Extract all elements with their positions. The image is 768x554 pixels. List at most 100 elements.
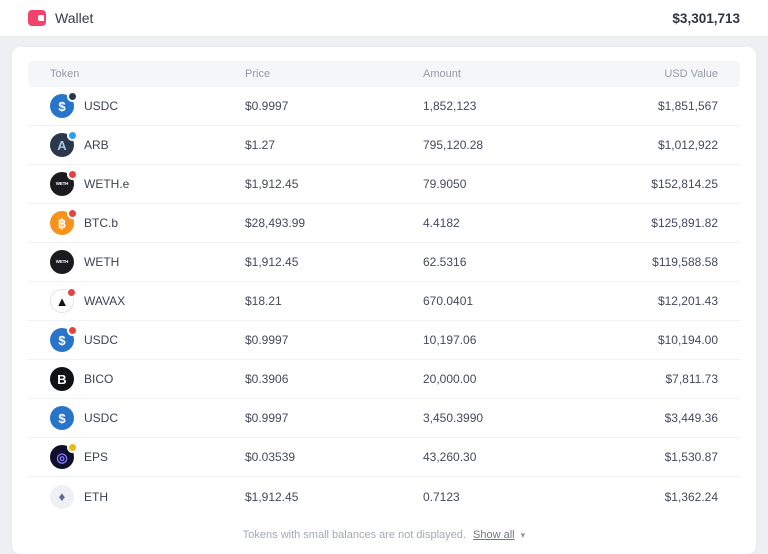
token-row[interactable]: ▲ WAVAX $18.21 670.0401 $12,201.43 [28, 282, 740, 321]
chain-badge-icon [66, 287, 77, 298]
token-icon: $ [50, 406, 74, 430]
token-price: $1.27 [245, 138, 276, 152]
token-icon: ▲ [50, 287, 77, 313]
token-price: $0.03539 [245, 450, 296, 464]
token-amount: 795,120.28 [423, 138, 484, 152]
wallet-card: Token Price Amount USD Value $ USDC $0.9… [12, 47, 756, 554]
token-icon: B [50, 367, 74, 391]
total-value: $3,301,713 [672, 10, 740, 26]
column-price: Price [245, 68, 271, 80]
token-cell: ♦ ETH [50, 484, 245, 509]
token-icon-glyph: A [57, 137, 67, 153]
token-icon-glyph: WETH [55, 258, 69, 264]
token-price: $18.21 [245, 294, 282, 308]
token-usd-value: $152,814.25 [651, 177, 718, 191]
token-amount: 43,260.30 [423, 450, 477, 464]
token-price: $0.9997 [245, 99, 289, 113]
token-name: BICO [84, 372, 114, 386]
token-amount: 670.0401 [423, 294, 474, 308]
token-icon-glyph: ▲ [55, 293, 69, 309]
token-row[interactable]: ฿ BTC.b $28,493.99 4.4182 $125,891.82 [28, 204, 740, 243]
token-icon: ◎ [50, 442, 78, 469]
token-price: $1,912.45 [245, 489, 299, 504]
token-row[interactable]: $ USDC $0.9997 3,450.3990 $3,449.36 [28, 399, 740, 438]
token-row[interactable]: ♦ ETH $1,912.45 0.7123 $1,362.24 [28, 477, 740, 516]
chain-badge-icon [67, 442, 78, 453]
column-usd-value: USD Value [664, 68, 718, 80]
show-all-link[interactable]: Show all [473, 529, 515, 541]
token-usd-value: $119,588.58 [652, 255, 718, 269]
token-icon-glyph: ◎ [56, 449, 68, 465]
token-name: USDC [84, 333, 119, 347]
token-price: $1,912.45 [245, 177, 299, 191]
token-amount: 3,450.3990 [423, 411, 484, 425]
token-icon: $ [50, 91, 78, 118]
token-usd-value: $1,851,567 [657, 99, 718, 113]
token-name: EPS [84, 450, 109, 464]
token-usd-value: $3,449.36 [664, 411, 718, 425]
token-row[interactable]: ◎ EPS $0.03539 43,260.30 $1,530.87 [28, 438, 740, 477]
token-amount: 0.7123 [423, 489, 460, 504]
token-amount: 10,197.06 [423, 333, 477, 347]
chain-badge-icon [67, 208, 78, 219]
token-row[interactable]: A ARB $1.27 795,120.28 $1,012,922 [28, 126, 740, 165]
token-table-body: $ USDC $0.9997 1,852,123 $1,851,567 A AR… [28, 87, 740, 516]
token-icon: ♦ [50, 484, 74, 509]
token-row[interactable]: B BICO $0.3906 20,000.00 $7,811.73 [28, 360, 740, 399]
token-cell: $ USDC [50, 325, 245, 352]
table-header: Token Price Amount USD Value [28, 61, 740, 87]
token-icon-glyph: WETH [55, 180, 69, 186]
token-row[interactable]: $ USDC $0.9997 1,852,123 $1,851,567 [28, 87, 740, 126]
token-usd-value: $125,891.82 [651, 216, 718, 230]
token-cell: ▲ WAVAX [50, 287, 245, 313]
token-icon: A [50, 130, 78, 157]
token-usd-value: $7,811.73 [665, 372, 719, 386]
token-usd-value: $1,362.24 [664, 489, 718, 504]
token-name: ETH [84, 489, 108, 504]
token-amount: 79.9050 [423, 177, 467, 191]
token-price: $0.9997 [245, 411, 289, 425]
token-name: WETH [84, 255, 120, 269]
token-usd-value: $10,194.00 [657, 333, 718, 347]
token-cell: $ USDC [50, 406, 245, 430]
token-icon: WETH [50, 169, 78, 196]
token-usd-value: $12,201.43 [657, 294, 718, 308]
token-icon-glyph: ♦ [58, 489, 66, 504]
token-row[interactable]: WETH WETH $1,912.45 62.5316 $119,588.58 [28, 243, 740, 282]
column-token: Token [50, 68, 80, 80]
token-name: WETH.e [84, 177, 130, 191]
token-cell: A ARB [50, 130, 245, 157]
token-icon-glyph: $ [58, 410, 66, 426]
token-row[interactable]: WETH WETH.e $1,912.45 79.9050 $152,814.2… [28, 165, 740, 204]
token-usd-value: $1,530.87 [664, 450, 718, 464]
token-icon-glyph: ฿ [57, 215, 67, 231]
token-usd-value: $1,012,922 [657, 138, 718, 152]
token-cell: WETH WETH.e [50, 169, 245, 196]
token-amount: 1,852,123 [423, 99, 477, 113]
token-name: BTC.b [84, 216, 119, 230]
token-icon-glyph: $ [58, 98, 66, 114]
token-icon-glyph: $ [58, 332, 66, 348]
token-name: USDC [84, 99, 119, 113]
token-price: $0.9997 [245, 333, 289, 347]
token-amount: 62.5316 [423, 255, 467, 269]
chain-badge-icon [67, 130, 78, 141]
token-cell: WETH WETH [50, 250, 245, 274]
chain-badge-icon [67, 325, 78, 336]
token-name: USDC [84, 411, 119, 425]
token-price: $1,912.45 [245, 255, 299, 269]
chain-badge-icon [67, 169, 78, 180]
chain-badge-icon [67, 91, 78, 102]
token-amount: 20,000.00 [423, 372, 477, 386]
topbar: Wallet $3,301,713 [0, 0, 768, 37]
chevron-down-icon[interactable]: ▾ [520, 530, 526, 540]
token-name: WAVAX [84, 294, 126, 308]
token-icon: ฿ [50, 208, 78, 235]
token-price: $0.3906 [245, 372, 289, 386]
token-cell: $ USDC [50, 91, 245, 118]
wallet-icon [28, 10, 46, 26]
token-icon: $ [50, 325, 78, 352]
token-cell: ◎ EPS [50, 442, 245, 469]
token-icon: WETH [50, 250, 74, 274]
token-row[interactable]: $ USDC $0.9997 10,197.06 $10,194.00 [28, 321, 740, 360]
